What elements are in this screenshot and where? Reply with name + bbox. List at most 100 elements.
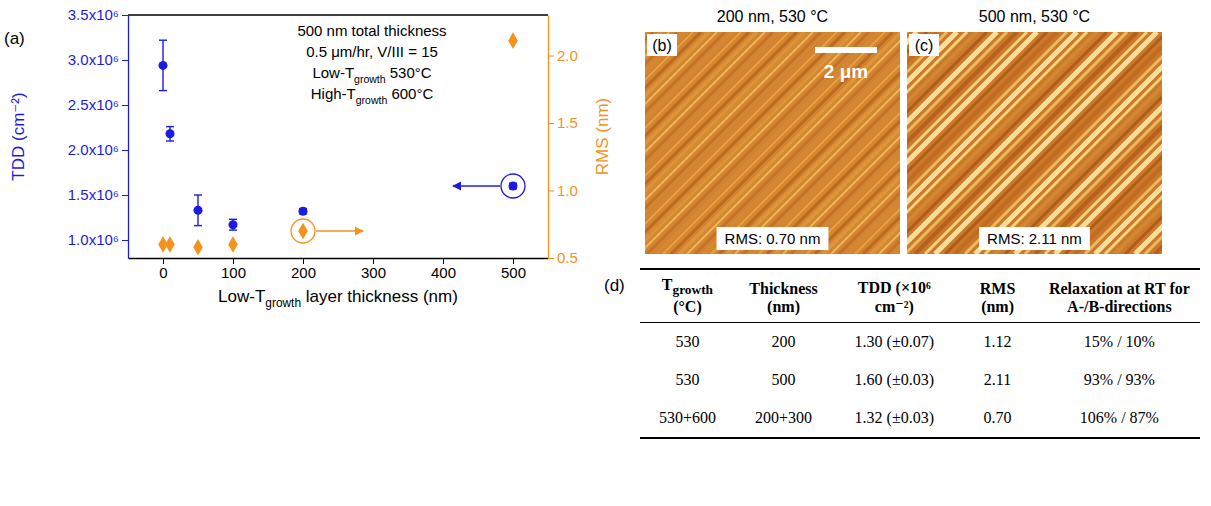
annotation: 0.5 μm/hr, V/III = 15 — [306, 43, 438, 60]
afm-stripe — [645, 32, 783, 254]
point — [193, 206, 202, 215]
panel-title: 500 nm, 530 °C — [979, 8, 1090, 25]
scale-bar-label: 2 μm — [824, 61, 868, 82]
afm-stripe — [879, 32, 900, 254]
tick-label: 0 — [159, 264, 167, 281]
text-run: Thickness (nm) — [749, 280, 817, 315]
y2-axis-tick: 2.0 — [548, 47, 578, 64]
afm-stripe — [1025, 32, 1162, 254]
table-row: 5305001.60 (±0.03)2.1193% / 93% — [640, 361, 1200, 399]
point — [298, 207, 307, 216]
column-head: TDD (×10⁶ cm⁻²) — [832, 269, 956, 323]
tick-label: 1.0 — [557, 182, 578, 199]
afm-stripe — [814, 32, 900, 254]
error-cap — [159, 90, 167, 91]
figure-svg: 01002003004005001.0x10⁶1.5x10⁶2.0x10⁶2.5… — [0, 0, 1211, 506]
afm-stripe — [1045, 32, 1162, 254]
tick-mark — [548, 123, 554, 124]
table-cell: 93% / 93% — [1039, 361, 1200, 399]
highlight-circle — [291, 219, 315, 243]
tick-mark — [122, 15, 128, 16]
point — [165, 129, 174, 138]
afm-stripe — [645, 32, 691, 254]
table-cell: 200+300 — [735, 399, 832, 438]
data-table: Tgrowth (°C) Thickness (nm) TDD (×10⁶ cm⁻²… — [640, 268, 1200, 439]
afm-stripe — [791, 32, 900, 254]
error-cap — [166, 140, 174, 141]
x-axis-tick: 500 — [501, 258, 526, 281]
afm-stripe — [863, 32, 900, 254]
table-cell: 15% / 10% — [1039, 323, 1200, 362]
table-cell: 530 — [640, 361, 735, 399]
annotation: Low-Tgrowth 530°C — [312, 64, 431, 85]
x-axis-tick: 200 — [291, 258, 316, 281]
table-panel: Tgrowth (°C) Thickness (nm) TDD (×10⁶ cm⁻²… — [640, 268, 1200, 439]
error-cap — [229, 229, 237, 230]
y-axis-line — [128, 16, 129, 259]
tick-label: 100 — [221, 264, 246, 281]
y2-axis-line — [548, 16, 549, 259]
column-head: Tgrowth (°C) — [640, 269, 735, 323]
error-bar — [194, 195, 202, 226]
afm-stripe — [722, 32, 900, 254]
tick-label: 2.0x10⁶ — [68, 141, 119, 158]
afm-stripe — [645, 32, 737, 254]
error-cap — [159, 40, 167, 41]
point — [165, 236, 175, 253]
y-axis-tick: 1.5x10⁶ — [68, 186, 128, 203]
tick-mark — [122, 240, 128, 241]
table-row: 5302001.30 (±0.07)1.1215% / 10% — [640, 323, 1200, 362]
text-run: 600°C — [387, 85, 433, 102]
panel-label: (c) — [915, 37, 934, 54]
panel-label: (d) — [604, 276, 625, 296]
column-head: Relaxation at RT for A-/B-directions — [1039, 269, 1200, 323]
x-axis-tick: 100 — [221, 258, 246, 281]
series — [158, 40, 517, 230]
table-cell: 530+600 — [640, 399, 735, 438]
text-run: 530°C — [386, 64, 432, 81]
plot-frame — [128, 14, 548, 15]
afm-stripe — [663, 32, 885, 254]
y2-axis: 0.51.01.52.0 — [548, 16, 578, 267]
afm-stripe — [883, 32, 900, 254]
table-cell: 106% / 87% — [1039, 399, 1200, 438]
tick-label: 300 — [361, 264, 386, 281]
table-body: 5302001.30 (±0.07)1.1215% / 10%5305001.6… — [640, 323, 1200, 439]
tick-mark — [548, 56, 554, 57]
caption: RMS: 2.11 nm — [987, 230, 1082, 247]
error-cap — [166, 126, 174, 127]
caption: RMS: 0.70 nm — [725, 230, 821, 247]
text-run: RMS (nm) — [980, 280, 1016, 315]
afm-stripe — [965, 32, 1162, 254]
axis-arrow — [453, 185, 500, 186]
y-axis-tick: 3.5x10⁶ — [68, 6, 128, 23]
axis-arrow — [316, 230, 363, 231]
text-run: T — [662, 276, 673, 293]
afm-stripe — [645, 32, 852, 254]
tick-mark — [122, 60, 128, 61]
afm-stripe — [653, 32, 875, 254]
tick-label: 1.5x10⁶ — [68, 186, 119, 203]
afm-stripe — [768, 32, 900, 254]
error-bar — [159, 40, 167, 90]
y-axis: 1.0x10⁶1.5x10⁶2.0x10⁶2.5x10⁶3.0x10⁶3.5x1… — [68, 6, 129, 258]
tick-mark — [122, 105, 128, 106]
y-axis-tick: 1.0x10⁶ — [68, 231, 128, 248]
afm-stripe — [1155, 32, 1162, 254]
header-row: Tgrowth (°C) Thickness (nm) TDD (×10⁶ cm⁻²… — [640, 269, 1200, 323]
afm-stripe — [1115, 32, 1162, 254]
x-axis: 0100200300400500 — [129, 258, 549, 281]
afm-stripe — [895, 32, 900, 254]
annotation: High-Tgrowth 600°C — [311, 85, 434, 106]
caption-patch — [979, 227, 1090, 250]
error-bar — [166, 127, 174, 141]
table-cell: 500 — [735, 361, 832, 399]
afm-stripe — [1095, 32, 1162, 254]
tick-label: 0.5 — [557, 249, 578, 266]
afm-stripe — [676, 32, 898, 254]
afm-image — [645, 32, 900, 254]
panel-label: (a) — [4, 29, 25, 48]
error-bar — [229, 219, 237, 230]
text-run: Low-T — [312, 64, 354, 81]
tick-label: 2.0 — [557, 47, 578, 64]
